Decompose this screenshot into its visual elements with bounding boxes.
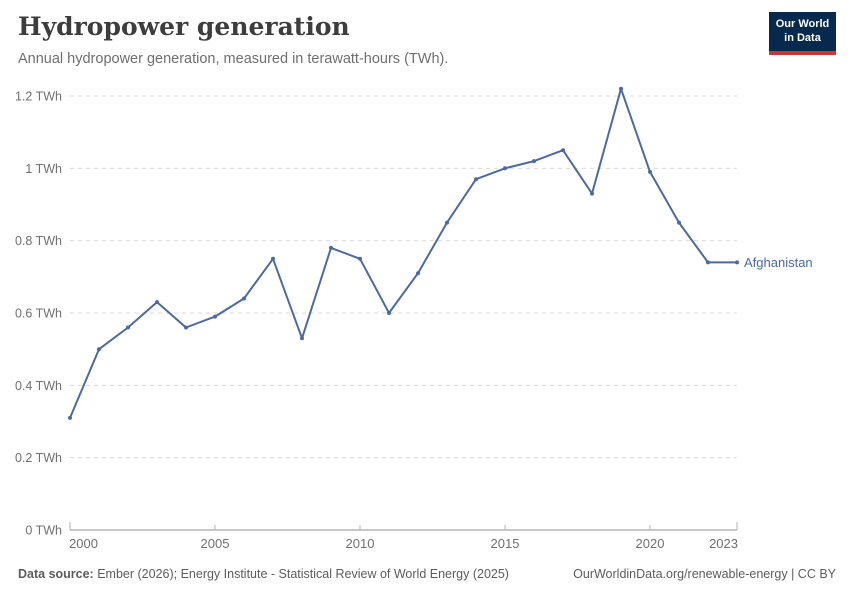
x-axis-tick-label: 2020	[636, 536, 665, 551]
x-axis-tick-label: 2000	[69, 536, 98, 551]
y-axis-tick-label: 1.2 TWh	[15, 90, 62, 104]
data-point-marker[interactable]	[706, 260, 710, 265]
data-point-marker[interactable]	[213, 314, 217, 319]
x-axis-tick-label: 2010	[346, 536, 375, 551]
data-point-marker[interactable]	[155, 300, 159, 305]
data-point-marker[interactable]	[619, 86, 623, 91]
x-axis-tick-label: 2015	[491, 536, 520, 551]
series-entity-label[interactable]: Afghanistan	[744, 255, 813, 270]
data-point-marker[interactable]	[416, 271, 420, 276]
y-axis-tick-label: 0 TWh	[25, 524, 62, 538]
data-point-marker[interactable]	[358, 256, 362, 261]
x-axis-tick-label: 2023	[709, 536, 738, 551]
page-title: Hydropower generation	[18, 12, 350, 41]
data-point-marker[interactable]	[561, 148, 565, 153]
data-point-marker[interactable]	[242, 296, 246, 301]
x-axis-tick-label: 2005	[201, 536, 230, 551]
data-point-marker[interactable]	[735, 260, 739, 265]
data-point-marker[interactable]	[590, 191, 594, 196]
owid-logo-line2: in Data	[784, 31, 821, 44]
data-point-marker[interactable]	[445, 220, 449, 225]
data-point-marker[interactable]	[503, 166, 507, 171]
data-point-marker[interactable]	[184, 325, 188, 330]
line-series-afghanistan[interactable]: Afghanistan	[68, 86, 813, 420]
data-source: Data source: Ember (2026); Energy Instit…	[18, 567, 509, 581]
data-point-marker[interactable]	[474, 177, 478, 182]
y-axis-tick-label: 0.8 TWh	[15, 234, 62, 248]
owid-logo[interactable]: Our World in Data	[769, 12, 836, 55]
data-point-marker[interactable]	[300, 336, 304, 341]
y-axis-tick-label: 0.4 TWh	[15, 379, 62, 393]
data-source-label: Data source:	[18, 567, 94, 581]
data-point-marker[interactable]	[329, 245, 333, 250]
data-point-marker[interactable]	[271, 256, 275, 261]
data-point-marker[interactable]	[532, 159, 536, 164]
chart-footer: Data source: Ember (2026); Energy Instit…	[18, 567, 836, 581]
data-point-marker[interactable]	[126, 325, 130, 330]
footer-link[interactable]: OurWorldinData.org/renewable-energy | CC…	[573, 567, 836, 581]
series-line[interactable]	[69, 87, 738, 419]
owid-logo-line1: Our World	[775, 18, 830, 30]
data-point-marker[interactable]	[387, 311, 391, 315]
data-source-text: Ember (2026); Energy Institute - Statist…	[93, 567, 509, 581]
y-axis-tick-label: 0.2 TWh	[15, 451, 62, 465]
y-axis-tick-label: 0.6 TWh	[15, 307, 62, 321]
data-point-marker[interactable]	[648, 169, 652, 174]
chart-subtitle: Annual hydropower generation, measured i…	[18, 51, 449, 67]
data-point-marker[interactable]	[97, 347, 101, 352]
data-point-marker[interactable]	[677, 220, 681, 225]
y-axis-tick-label: 1 TWh	[25, 162, 62, 176]
data-point-marker[interactable]	[68, 415, 72, 420]
